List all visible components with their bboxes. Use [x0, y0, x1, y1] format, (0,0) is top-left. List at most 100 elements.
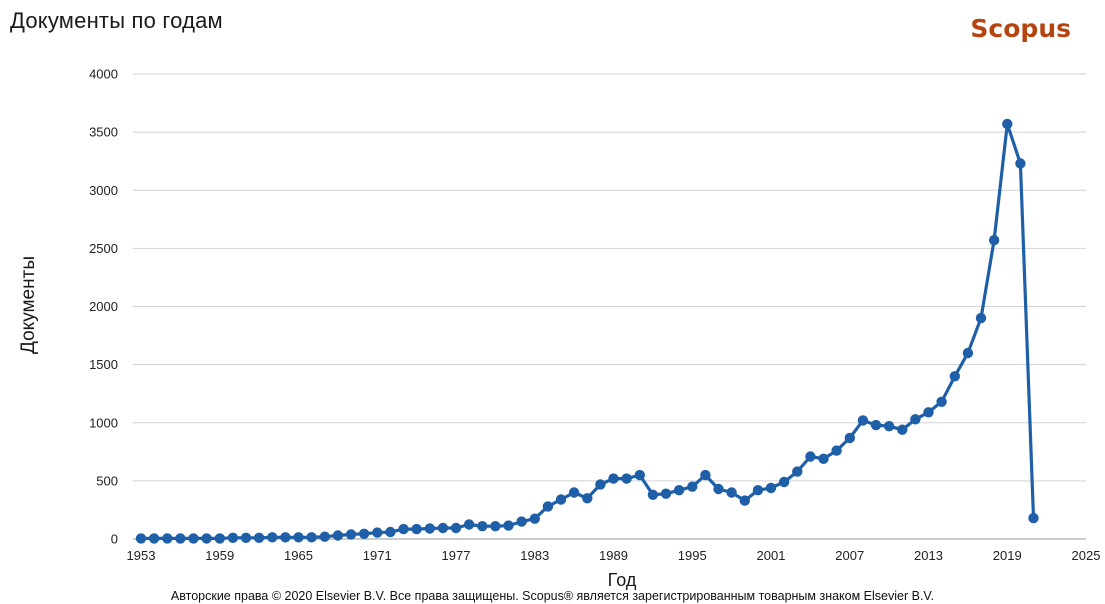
data-point — [319, 531, 330, 542]
data-point — [844, 432, 855, 444]
data-point — [582, 493, 593, 504]
data-points — [135, 118, 1039, 544]
scopus-logo: Scopus — [970, 14, 1071, 43]
data-point — [621, 473, 632, 484]
y-tick-label: 3500 — [89, 125, 118, 140]
x-tick-label: 2019 — [993, 548, 1022, 563]
data-point — [529, 513, 540, 524]
y-tick-label: 500 — [96, 473, 118, 488]
data-point — [660, 488, 672, 499]
data-point — [306, 532, 317, 543]
data-point — [253, 532, 265, 543]
data-point — [280, 532, 291, 543]
x-tick-label: 1959 — [205, 548, 234, 563]
x-tick-label: 1965 — [284, 548, 313, 563]
data-point — [857, 415, 869, 426]
y-axis-ticks: 0 500 1000 1500 2000 2500 3000 3500 4000 — [89, 67, 118, 547]
data-point — [870, 419, 882, 431]
data-point — [214, 533, 225, 544]
series-line — [139, 122, 1036, 540]
data-point — [477, 521, 488, 532]
data-point — [267, 532, 278, 543]
data-point — [805, 451, 816, 462]
data-point — [739, 495, 750, 506]
data-point — [831, 445, 842, 456]
x-tick-label: 2007 — [835, 548, 864, 563]
data-point — [752, 485, 764, 496]
x-tick-label: 2013 — [914, 548, 943, 563]
data-point — [962, 347, 974, 359]
data-point — [1002, 118, 1013, 130]
data-point — [175, 533, 186, 544]
data-point — [687, 481, 698, 492]
data-point — [398, 523, 409, 535]
data-point — [673, 485, 685, 496]
data-point — [201, 533, 212, 544]
data-point — [923, 407, 934, 418]
data-point — [595, 479, 606, 490]
data-point — [503, 520, 514, 531]
x-tick-label: 1977 — [442, 548, 471, 563]
data-point — [949, 371, 960, 382]
data-point — [227, 532, 239, 543]
data-point — [608, 473, 619, 484]
x-tick-label: 2001 — [757, 548, 786, 563]
data-point — [162, 533, 173, 544]
data-point — [293, 532, 304, 543]
data-point — [555, 494, 567, 505]
data-point — [372, 527, 383, 538]
x-tick-label: 1971 — [363, 548, 392, 563]
y-tick-label: 2500 — [89, 241, 118, 256]
data-point — [148, 533, 160, 544]
data-point — [726, 487, 737, 498]
data-point — [883, 421, 895, 432]
x-tick-label: 1983 — [520, 548, 549, 563]
chart-title: Документы по годам — [10, 8, 223, 33]
data-point — [792, 466, 803, 477]
data-point — [345, 529, 357, 540]
data-point — [647, 489, 659, 500]
y-tick-label: 1500 — [89, 357, 118, 372]
data-point — [424, 523, 435, 534]
data-point — [1015, 158, 1026, 169]
data-point — [411, 523, 422, 535]
data-point — [988, 235, 1000, 246]
data-point — [516, 516, 527, 527]
data-point — [568, 487, 580, 498]
data-point — [818, 453, 829, 464]
data-point — [910, 414, 921, 425]
data-point — [1028, 512, 1039, 524]
x-axis-ticks: 1953 1959 1965 1971 1977 1983 1989 1995 2001 2007… — [127, 548, 1101, 563]
data-point — [437, 522, 449, 534]
data-point — [332, 530, 344, 541]
data-point — [778, 476, 790, 488]
data-point — [897, 424, 908, 435]
data-point — [450, 522, 462, 534]
data-point — [765, 482, 777, 494]
data-point — [700, 469, 711, 481]
data-point — [188, 533, 199, 544]
data-point — [936, 396, 947, 407]
y-tick-label: 0 — [111, 532, 118, 547]
y-tick-label: 2000 — [89, 299, 118, 314]
y-axis-title: Документы — [18, 256, 39, 354]
x-tick-label: 1989 — [599, 548, 628, 563]
y-tick-label: 1000 — [89, 415, 118, 430]
data-point — [542, 501, 554, 512]
copyright-notice: Авторские права © 2020 Elsevier B.V. Все… — [170, 589, 935, 603]
data-point — [358, 528, 370, 539]
x-tick-label: 2025 — [1072, 548, 1101, 563]
x-axis-title: Год — [608, 570, 637, 590]
data-point — [385, 526, 396, 538]
y-tick-label: 4000 — [89, 67, 118, 82]
data-point — [240, 532, 252, 543]
data-point — [135, 533, 147, 544]
data-point — [490, 521, 501, 532]
data-point — [463, 519, 475, 530]
grid-lines — [133, 73, 1086, 540]
y-tick-label: 3000 — [89, 183, 118, 198]
data-point — [634, 469, 645, 481]
data-point — [713, 483, 724, 495]
x-tick-label: 1995 — [678, 548, 707, 563]
